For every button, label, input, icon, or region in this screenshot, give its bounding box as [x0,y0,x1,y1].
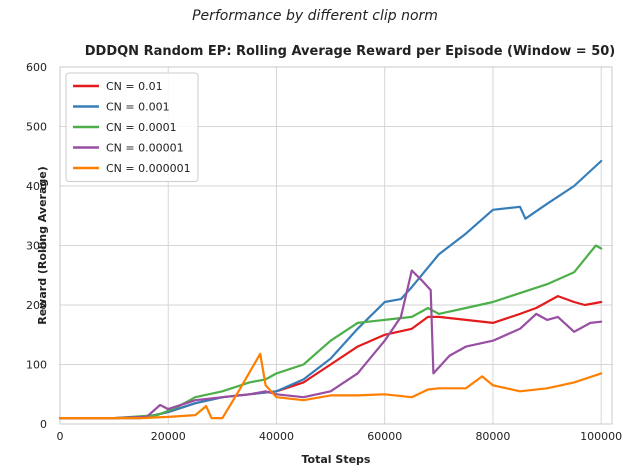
legend-label-1: CN = 0.001 [106,101,170,114]
y-tick-label-6: 600 [26,61,47,74]
y-tick-label-0: 0 [40,418,47,431]
series-line-1 [58,159,603,420]
series-line-2 [58,244,603,420]
y-tick-label-1: 100 [26,359,47,372]
y-tick-label-4: 400 [26,180,47,193]
x-tick-label-1: 20000 [151,430,186,443]
series-line-3 [58,269,603,420]
figure-title: Performance by different clip norm [192,8,438,24]
legend-label-3: CN = 0.00001 [106,142,184,155]
legend-label-2: CN = 0.0001 [106,121,177,134]
x-tick-label-0: 0 [57,430,64,443]
x-tick-label-5: 100000 [580,430,622,443]
y-tick-label-3: 300 [26,240,47,253]
y-tick-label-2: 200 [26,299,47,312]
legend-label-4: CN = 0.000001 [106,162,191,175]
legend-box [65,72,199,182]
y-axis-title: Reward (Rolling Average) [36,166,49,325]
plot-frame [59,66,613,425]
series-line-4 [58,352,603,420]
y-tick-label-5: 500 [26,121,47,134]
x-tick-label-2: 40000 [259,430,294,443]
x-tick-label-3: 60000 [367,430,402,443]
x-axis-title: Total Steps [302,453,371,466]
chart-title: DDDQN Random EP: Rolling Average Reward … [85,44,616,59]
legend-label-0: CN = 0.01 [106,80,163,93]
x-tick-label-4: 80000 [475,430,510,443]
